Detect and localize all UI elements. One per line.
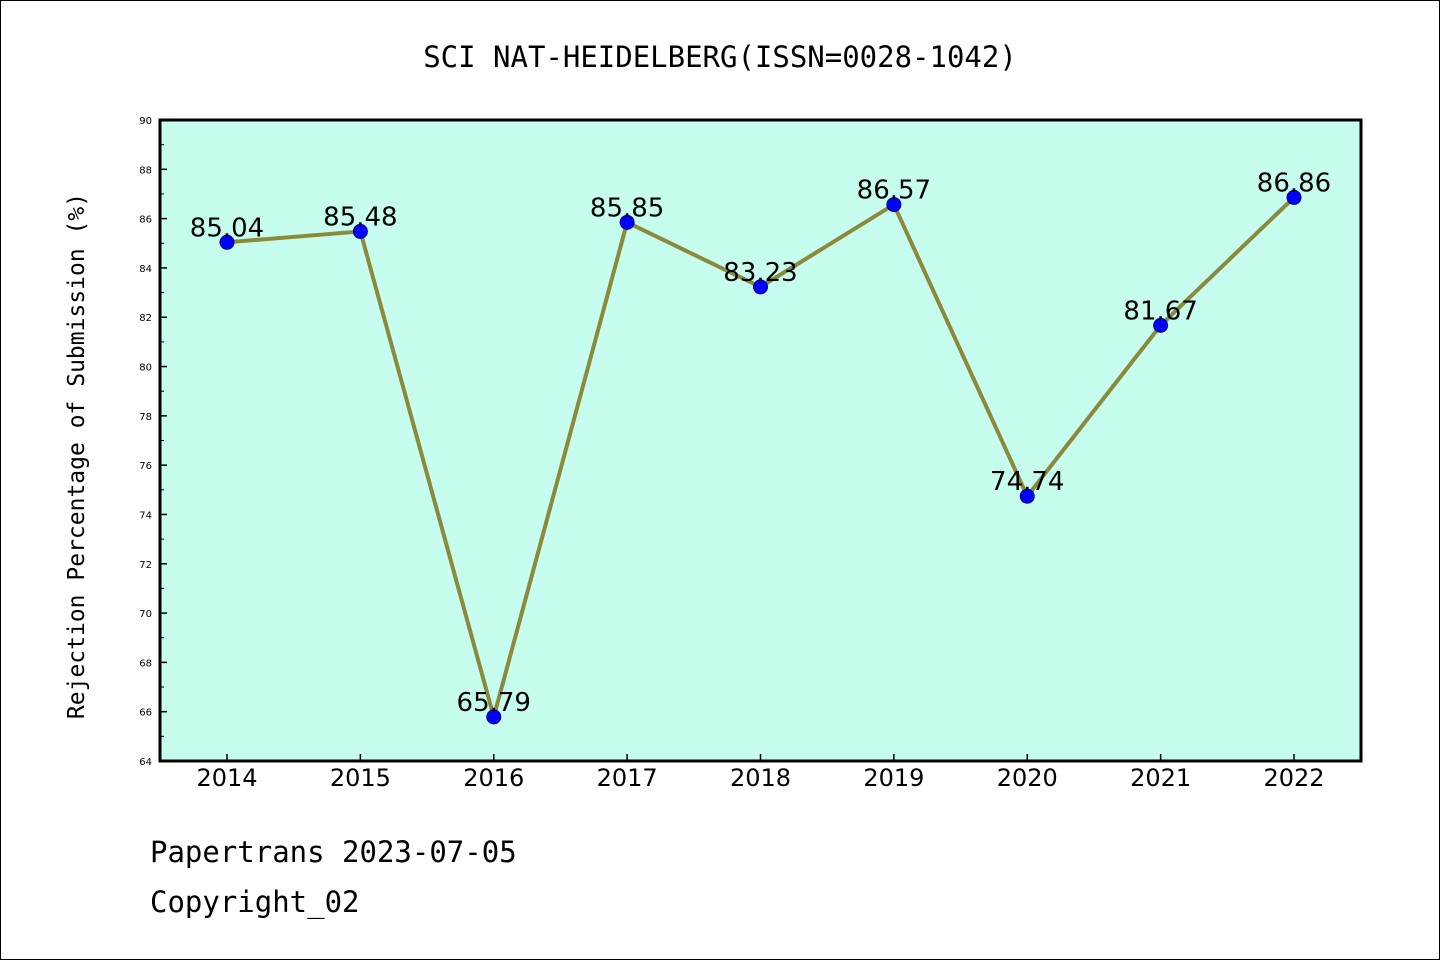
- chart-title: SCI NAT-HEIDELBERG(ISSN=0028-1042): [423, 40, 1017, 74]
- data-point: [219, 234, 235, 250]
- x-tick-label: 2022: [1263, 764, 1324, 792]
- data-labels: 85.04 85.48 65.79 85.85 83.23 86.57 74.74 81.67…: [190, 168, 1331, 717]
- x-tick-label: 2021: [1130, 764, 1191, 792]
- x-tick-label: 2014: [196, 764, 257, 792]
- plot-border: [158, 118, 1363, 763]
- y-tick-label: 84: [139, 264, 152, 275]
- y-tick-label: 80: [139, 363, 152, 374]
- y-tick-label: 70: [139, 609, 152, 620]
- x-tick-label: 2018: [730, 764, 791, 792]
- y-axis-label: Rejection Percentage of Submission (%): [64, 193, 90, 719]
- x-tick-label: 2016: [463, 764, 524, 792]
- y-tick-label: 90: [139, 116, 152, 127]
- data-label: 85.48: [323, 202, 397, 232]
- data-label: 81.67: [1123, 296, 1197, 326]
- x-tick-label: 2019: [863, 764, 924, 792]
- data-label: 65.79: [457, 688, 531, 718]
- data-label: 85.85: [590, 193, 664, 223]
- y-tick-label: 82: [139, 313, 152, 324]
- footer-source: Papertrans 2023-07-05: [150, 835, 517, 869]
- data-point: [619, 214, 635, 230]
- y-tick-label: 86: [139, 215, 152, 226]
- data-point: [1153, 317, 1169, 333]
- y-tick-label: 76: [139, 461, 152, 472]
- footer-copyright: Copyright_02: [150, 885, 360, 919]
- data-point: [753, 279, 768, 295]
- data-point: [1286, 189, 1302, 205]
- data-label: 83.23: [723, 258, 797, 288]
- data-label: 86.57: [857, 176, 931, 206]
- data-point: [886, 197, 902, 213]
- data-points: [219, 189, 1302, 725]
- x-tick-label: 2020: [997, 764, 1058, 792]
- data-point: [486, 709, 502, 725]
- y-tick-label: 72: [139, 560, 152, 571]
- x-tick-label: 2017: [597, 764, 658, 792]
- y-tick-label: 88: [139, 165, 152, 176]
- y-tick-label: 64: [139, 757, 152, 768]
- data-point: [1019, 488, 1035, 504]
- data-point: [352, 223, 368, 239]
- x-tick-label: 2015: [330, 764, 391, 792]
- y-tick-label: 68: [139, 658, 152, 669]
- data-label: 85.04: [190, 213, 264, 243]
- y-tick-label: 74: [139, 510, 152, 521]
- x-axis-ticks: 2014 2015 2016 2017 2018 2019 2020 2021 2022: [196, 754, 1325, 792]
- data-label: 74.74: [990, 467, 1064, 497]
- y-tick-label: 78: [139, 412, 152, 423]
- y-tick-label: 66: [139, 708, 152, 719]
- data-label: 86.86: [1257, 168, 1331, 198]
